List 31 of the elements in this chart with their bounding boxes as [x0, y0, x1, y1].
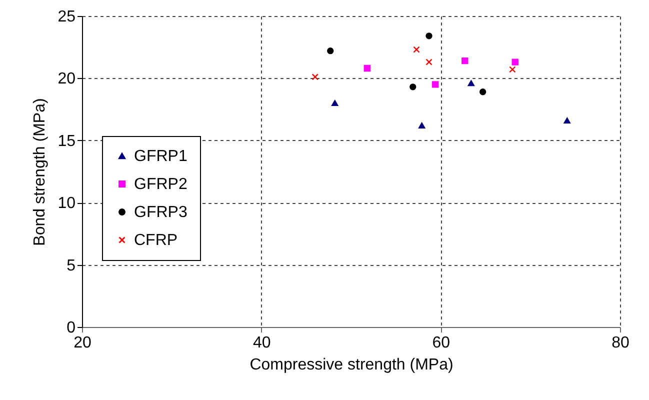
point — [432, 81, 439, 88]
point — [512, 58, 518, 66]
point — [410, 84, 416, 90]
point — [426, 32, 432, 40]
y-tick-label: 0 — [66, 320, 76, 336]
x-tick-label: 80 — [612, 334, 630, 352]
point — [564, 118, 570, 124]
point — [413, 46, 420, 53]
y-tick-label: 15 — [58, 132, 76, 150]
point — [462, 57, 468, 64]
x-axis-title: Compressive strength (MPa) — [250, 356, 454, 374]
x-tick-label: 40 — [252, 334, 271, 352]
y-tick-label: 20 — [58, 70, 76, 88]
y-axis-title: Bond strength (MPa) — [32, 98, 49, 246]
legend-label: GFRP2 — [134, 176, 188, 193]
point — [332, 100, 338, 106]
point — [364, 64, 370, 72]
point — [426, 58, 432, 66]
point — [418, 122, 426, 128]
x-tick-label: 60 — [432, 334, 450, 352]
point — [479, 88, 486, 96]
legend-label: GFRP3 — [134, 204, 188, 221]
legend-label: CFRP — [134, 232, 178, 249]
point — [509, 66, 516, 73]
y-tick-label: 5 — [66, 257, 76, 274]
y-tick-label: 25 — [58, 8, 76, 26]
point — [327, 48, 334, 54]
point — [468, 80, 474, 86]
legend-label: GFRP1 — [134, 148, 188, 165]
y-tick-label: 10 — [58, 195, 76, 212]
point — [312, 74, 318, 80]
